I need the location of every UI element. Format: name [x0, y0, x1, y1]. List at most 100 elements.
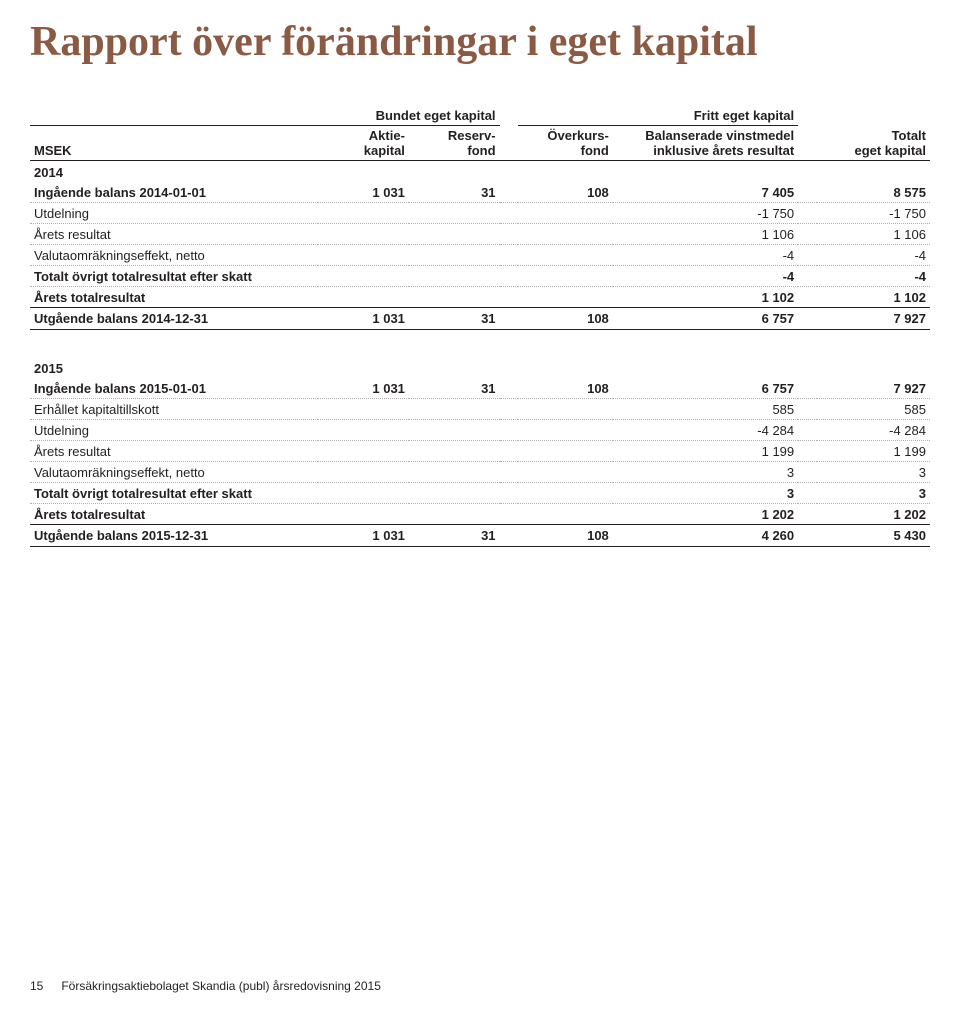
- cell: [518, 441, 613, 462]
- cell: 6 757: [613, 378, 798, 399]
- cell: [518, 245, 613, 266]
- cell: 108: [518, 525, 613, 547]
- cell: [518, 462, 613, 483]
- total-row: Utgående balans 2014-12-311 03131 1086 75…: [30, 308, 930, 330]
- cell: 5 430: [817, 525, 930, 547]
- cell: -4: [817, 245, 930, 266]
- cell: [409, 441, 500, 462]
- cell: 31: [409, 525, 500, 547]
- cell: 3: [817, 462, 930, 483]
- cell: 1 199: [613, 441, 798, 462]
- footer-text: Försäkringsaktiebolaget Skandia (publ) å…: [61, 979, 381, 993]
- cell: -4 284: [613, 420, 798, 441]
- cell: [409, 245, 500, 266]
- table-row: Årets resultat 1 199 1 199: [30, 441, 930, 462]
- row-label: Erhållet kapitaltillskott: [30, 399, 318, 420]
- cell: [518, 504, 613, 525]
- cell: [318, 287, 409, 308]
- table-row: Utdelning -4 284 -4 284: [30, 420, 930, 441]
- header-spacer: [30, 102, 318, 126]
- header-totalt: Totalteget kapital: [817, 126, 930, 161]
- cell: -1 750: [613, 203, 798, 224]
- table-row: Ingående balans 2014-01-011 031311087 40…: [30, 182, 930, 203]
- cell: 31: [409, 378, 500, 399]
- section-year: 2014: [30, 161, 930, 183]
- cell: 3: [613, 462, 798, 483]
- header-aktiekapital: Aktie-kapital: [318, 126, 409, 161]
- cell: [409, 483, 500, 504]
- cell: [409, 203, 500, 224]
- row-label: Utgående balans 2015-12-31: [30, 525, 318, 547]
- cell: [518, 399, 613, 420]
- cell: 8 575: [817, 182, 930, 203]
- cell: 7 927: [817, 308, 930, 330]
- cell: 585: [817, 399, 930, 420]
- cell: 1 199: [817, 441, 930, 462]
- section-year: 2015: [30, 357, 930, 378]
- cell: [518, 266, 613, 287]
- cell: [518, 287, 613, 308]
- cell: 1 031: [318, 378, 409, 399]
- cell: [409, 420, 500, 441]
- cell: [518, 483, 613, 504]
- cell: [409, 266, 500, 287]
- row-label: Totalt övrigt totalresultat efter skatt: [30, 483, 318, 504]
- cell: 7 405: [613, 182, 798, 203]
- cell: [409, 287, 500, 308]
- equity-changes-table: Bundet eget kapitalFritt eget kapitalMSE…: [30, 102, 930, 547]
- header-group-fritt: Fritt eget kapital: [518, 102, 798, 126]
- row-label: Valutaomräkningseffekt, netto: [30, 462, 318, 483]
- header-group-bundet: Bundet eget kapital: [318, 102, 499, 126]
- cell: 31: [409, 182, 500, 203]
- cell: -4: [817, 266, 930, 287]
- table-row: Årets totalresultat1 1021 102: [30, 287, 930, 308]
- cell: [318, 203, 409, 224]
- cell: [318, 245, 409, 266]
- table-row: Ingående balans 2015-01-011 031311086 75…: [30, 378, 930, 399]
- table-row: Årets resultat1 1061 106: [30, 224, 930, 245]
- cell: [409, 399, 500, 420]
- cell: -4: [613, 266, 798, 287]
- cell: 1 031: [318, 182, 409, 203]
- cell: 1 202: [613, 504, 798, 525]
- cell: 1 106: [613, 224, 798, 245]
- cell: 6 757: [613, 308, 798, 330]
- cell: 1 202: [817, 504, 930, 525]
- cell: [409, 504, 500, 525]
- cell: 1 102: [817, 287, 930, 308]
- cell: 108: [518, 308, 613, 330]
- cell: 31: [409, 308, 500, 330]
- cell: 1 106: [817, 224, 930, 245]
- page-title: Rapport över förändringar i eget kapital: [30, 18, 930, 66]
- row-label: Ingående balans 2015-01-01: [30, 378, 318, 399]
- cell: [409, 224, 500, 245]
- row-label: Utdelning: [30, 420, 318, 441]
- row-label: Årets resultat: [30, 441, 318, 462]
- cell: [518, 224, 613, 245]
- cell: 1 102: [613, 287, 798, 308]
- cell: [518, 420, 613, 441]
- page-footer: 15 Försäkringsaktiebolaget Skandia (publ…: [30, 979, 381, 993]
- row-label: Totalt övrigt totalresultat efter skatt: [30, 266, 318, 287]
- cell: 1 031: [318, 525, 409, 547]
- header-overkursfond: Överkurs-fond: [518, 126, 613, 161]
- cell: [318, 462, 409, 483]
- cell: -1 750: [817, 203, 930, 224]
- cell: [409, 462, 500, 483]
- table-row: Valutaomräkningseffekt, netto 33: [30, 462, 930, 483]
- cell: 1 031: [318, 308, 409, 330]
- cell: [518, 203, 613, 224]
- cell: -4: [613, 245, 798, 266]
- table-row: Årets totalresultat 1 202 1 202: [30, 504, 930, 525]
- table-row: Erhållet kapitaltillskott 585 585: [30, 399, 930, 420]
- row-label: Utgående balans 2014-12-31: [30, 308, 318, 330]
- cell: -4 284: [817, 420, 930, 441]
- row-label: Årets totalresultat: [30, 504, 318, 525]
- cell: [318, 399, 409, 420]
- row-label: Valutaomräkningseffekt, netto: [30, 245, 318, 266]
- total-row: Utgående balans 2015-12-311 031311084 26…: [30, 525, 930, 547]
- cell: 585: [613, 399, 798, 420]
- cell: 3: [613, 483, 798, 504]
- cell: [318, 224, 409, 245]
- cell: [318, 483, 409, 504]
